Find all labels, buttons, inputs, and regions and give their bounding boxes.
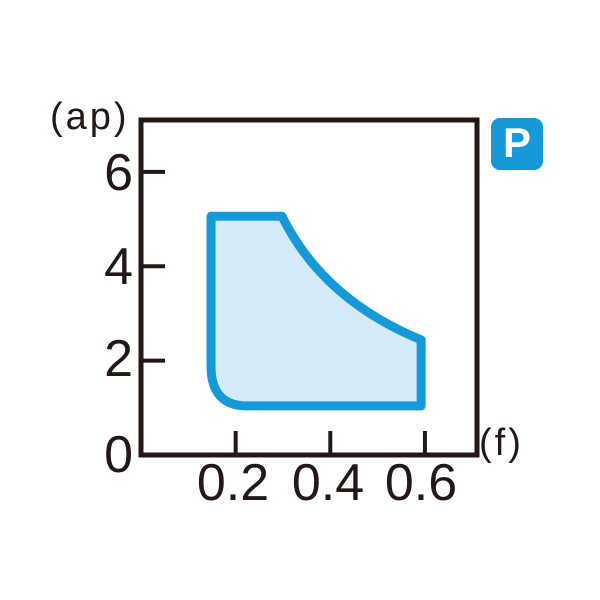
y-tick-label-2: 2: [104, 330, 133, 388]
recommended-cutting-range: [206, 211, 426, 411]
x-tick-label-0-2: 0.2: [196, 454, 270, 512]
plot-border: [138, 117, 480, 458]
x-axis-label: (f): [479, 422, 524, 464]
y-axis-label: (ap): [50, 96, 130, 138]
y-tick-label-6: 6: [104, 144, 133, 202]
x-tick-label-0-6: 0.6: [384, 454, 458, 512]
y-tick-label-4: 4: [104, 238, 133, 296]
y-tick-label-0: 0: [104, 426, 133, 484]
x-tick-label-0-4: 0.4: [291, 454, 365, 512]
material-p-badge: P: [491, 118, 543, 170]
